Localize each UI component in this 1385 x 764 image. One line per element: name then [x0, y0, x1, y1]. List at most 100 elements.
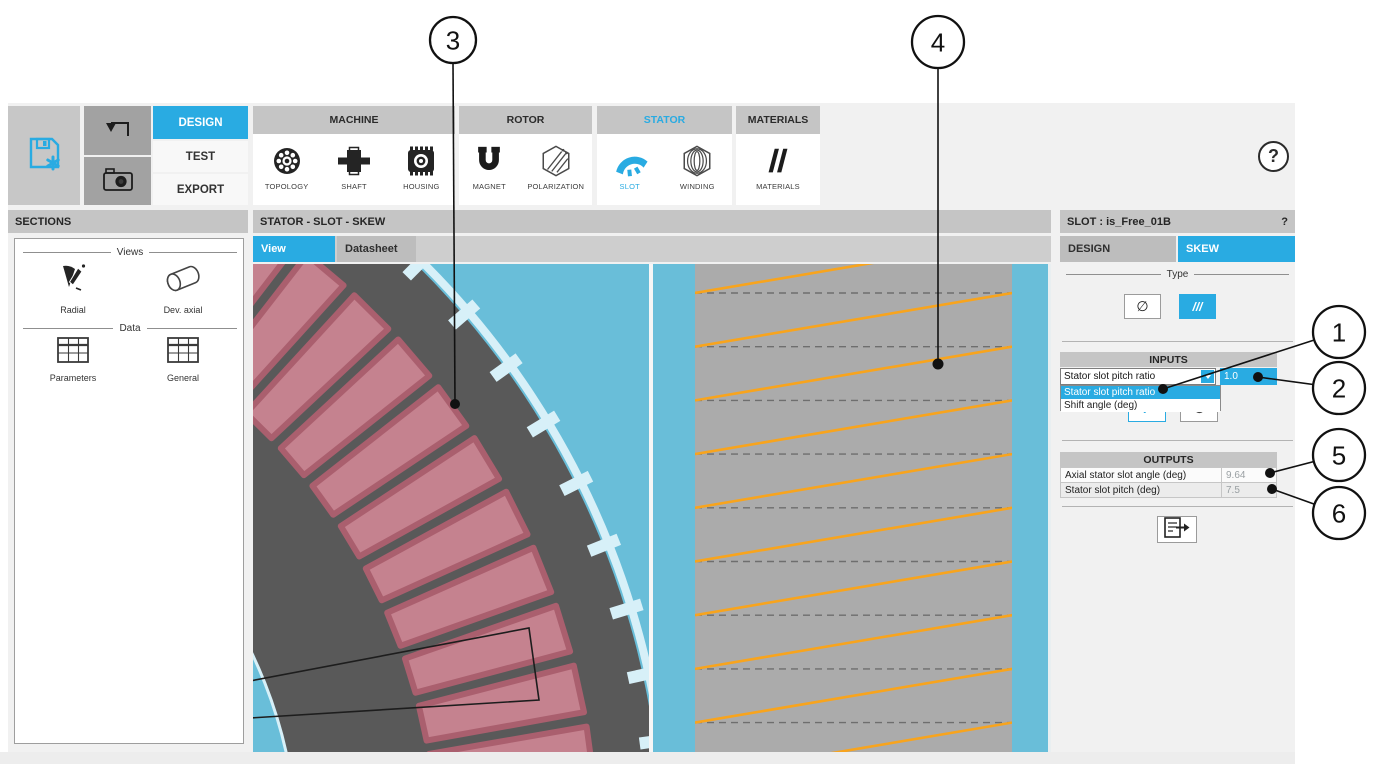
callout-number: 3	[446, 25, 460, 55]
table-row: Axial stator slot angle (deg) 9.64	[1060, 468, 1277, 483]
housing-icon	[403, 140, 439, 182]
axial-skew-canvas[interactable]	[653, 264, 1051, 752]
test-button[interactable]: TEST	[153, 141, 248, 172]
skew-type-none-button[interactable]: ∅	[1124, 294, 1161, 319]
group-rotor-title: ROTOR	[459, 106, 592, 134]
topology-icon	[269, 140, 305, 182]
radial-view-canvas[interactable]	[253, 264, 649, 752]
radial-view-icon	[56, 261, 90, 300]
snapshot-button[interactable]	[84, 157, 151, 205]
help-button[interactable]: ?	[1258, 141, 1289, 172]
views-divider: Views	[23, 247, 237, 258]
toolbar-item-housing[interactable]: HOUSING	[388, 140, 455, 191]
toolbar-item-winding[interactable]: WINDING	[669, 140, 725, 191]
inputs-header: INPUTS	[1060, 352, 1277, 367]
main-view-title: STATOR - SLOT - SKEW	[253, 210, 1051, 233]
sections-item-label: General	[166, 373, 200, 383]
group-materials-title: MATERIALS	[736, 106, 820, 134]
shaft-icon	[336, 140, 372, 182]
export-document-icon	[1163, 516, 1191, 543]
toolbar-item-label: MAGNET	[472, 182, 506, 191]
outputs-header: OUTPUTS	[1060, 452, 1277, 467]
toolbar-item-topology[interactable]: TOPOLOGY	[253, 140, 320, 191]
polarization-icon	[539, 140, 573, 182]
type-divider-label: Type	[1166, 269, 1189, 280]
dev-axial-view-icon	[161, 261, 205, 300]
design-button[interactable]: DESIGN	[153, 106, 248, 139]
toolbar-item-label: HOUSING	[403, 182, 440, 191]
toolbar-item-magnet[interactable]: MAGNET	[463, 140, 515, 191]
output-value: 7.5	[1226, 484, 1240, 496]
callout-number: 5	[1332, 440, 1346, 470]
callout-number: 1	[1332, 317, 1346, 347]
sections-item-label: Radial	[60, 305, 86, 315]
sections-item-dev-axial[interactable]: Dev. axial	[143, 261, 223, 315]
camera-icon	[101, 165, 135, 198]
undo-button[interactable]	[84, 106, 151, 155]
callout-number: 4	[931, 27, 945, 57]
outputs-table: Axial stator slot angle (deg) 9.64 Stato…	[1060, 467, 1277, 498]
toolbar-item-label: POLARIZATION	[527, 182, 585, 191]
callout-number: 2	[1332, 373, 1346, 403]
chevron-down-icon[interactable]	[1201, 370, 1214, 383]
callout-number: 6	[1332, 498, 1346, 528]
panel-help-icon[interactable]: ?	[1281, 215, 1288, 228]
slot-icon	[612, 140, 648, 182]
toolbar-item-shaft[interactable]: SHAFT	[320, 140, 387, 191]
input-param-selected: Stator slot pitch ratio	[1064, 371, 1156, 382]
sections-item-radial[interactable]: Radial	[33, 261, 113, 315]
tab-view[interactable]: View	[253, 236, 335, 262]
panel-separator	[1062, 341, 1293, 342]
table-row: Stator slot pitch (deg) 7.5	[1060, 483, 1277, 498]
group-machine-title: MACHINE	[253, 106, 455, 134]
callout-circle-6	[1311, 485, 1367, 541]
input-param-select[interactable]: Stator slot pitch ratio	[1060, 368, 1216, 385]
group-rotor: ROTOR MAGNET POLARIZATION	[459, 106, 592, 205]
toolbar-item-label: MATERIALS	[756, 182, 800, 191]
input-param-dropdown: Stator slot pitch ratio Shift angle (deg…	[1060, 385, 1221, 412]
export-button[interactable]: EXPORT	[153, 174, 248, 205]
sections-panel: Views Radial Dev. axial Data Parameters …	[14, 238, 244, 744]
tab-datasheet[interactable]: Datasheet	[337, 236, 416, 262]
skew-type-linear-button[interactable]: ///	[1179, 294, 1216, 319]
output-label: Axial stator slot angle (deg)	[1061, 468, 1222, 482]
tab-skew[interactable]: SKEW	[1178, 236, 1295, 262]
materials-icon	[761, 140, 795, 182]
sections-item-label: Parameters	[49, 373, 97, 383]
toolbar-item-materials[interactable]: MATERIALS	[746, 140, 810, 191]
parameters-table-icon	[57, 337, 89, 368]
canvas-gap	[649, 264, 653, 752]
save-icon	[24, 133, 64, 178]
panel-separator	[1062, 440, 1293, 441]
panel-separator	[1062, 506, 1293, 507]
data-divider: Data	[23, 323, 237, 334]
save-button[interactable]	[8, 106, 80, 205]
type-divider: Type	[1066, 269, 1289, 280]
toolbar-item-slot[interactable]: SLOT	[604, 140, 656, 191]
tab-design[interactable]: DESIGN	[1060, 236, 1176, 262]
bottom-strip	[0, 752, 1295, 764]
skew-lines-icon: ///	[1192, 299, 1203, 314]
toolbar-item-label: WINDING	[679, 182, 715, 191]
no-skew-icon: ∅	[1136, 298, 1149, 314]
winding-icon	[680, 140, 714, 182]
magnet-icon	[472, 140, 506, 182]
callout-circle-5	[1311, 427, 1367, 483]
export-results-button[interactable]	[1157, 516, 1197, 543]
output-label: Stator slot pitch (deg)	[1061, 483, 1222, 497]
callout-circle-3	[428, 15, 478, 65]
slot-panel-title: SLOT : is_Free_01B	[1067, 215, 1171, 228]
toolbar-item-polarization[interactable]: POLARIZATION	[524, 140, 588, 191]
group-stator: STATOR SLOT WINDING	[597, 106, 732, 205]
callout-circle-2	[1311, 360, 1367, 416]
group-materials: MATERIALS MATERIALS	[736, 106, 820, 205]
callout-circle-4	[910, 14, 966, 70]
sections-item-parameters[interactable]: Parameters	[33, 337, 113, 383]
dropdown-option-shift-angle[interactable]: Shift angle (deg)	[1061, 399, 1220, 412]
sections-item-general[interactable]: General	[143, 337, 223, 383]
dropdown-option-pitch-ratio[interactable]: Stator slot pitch ratio	[1061, 386, 1220, 399]
sections-item-label: Dev. axial	[163, 305, 203, 315]
input-value-field[interactable]: 1.0	[1220, 368, 1277, 385]
toolbar-item-label: SLOT	[619, 182, 640, 191]
